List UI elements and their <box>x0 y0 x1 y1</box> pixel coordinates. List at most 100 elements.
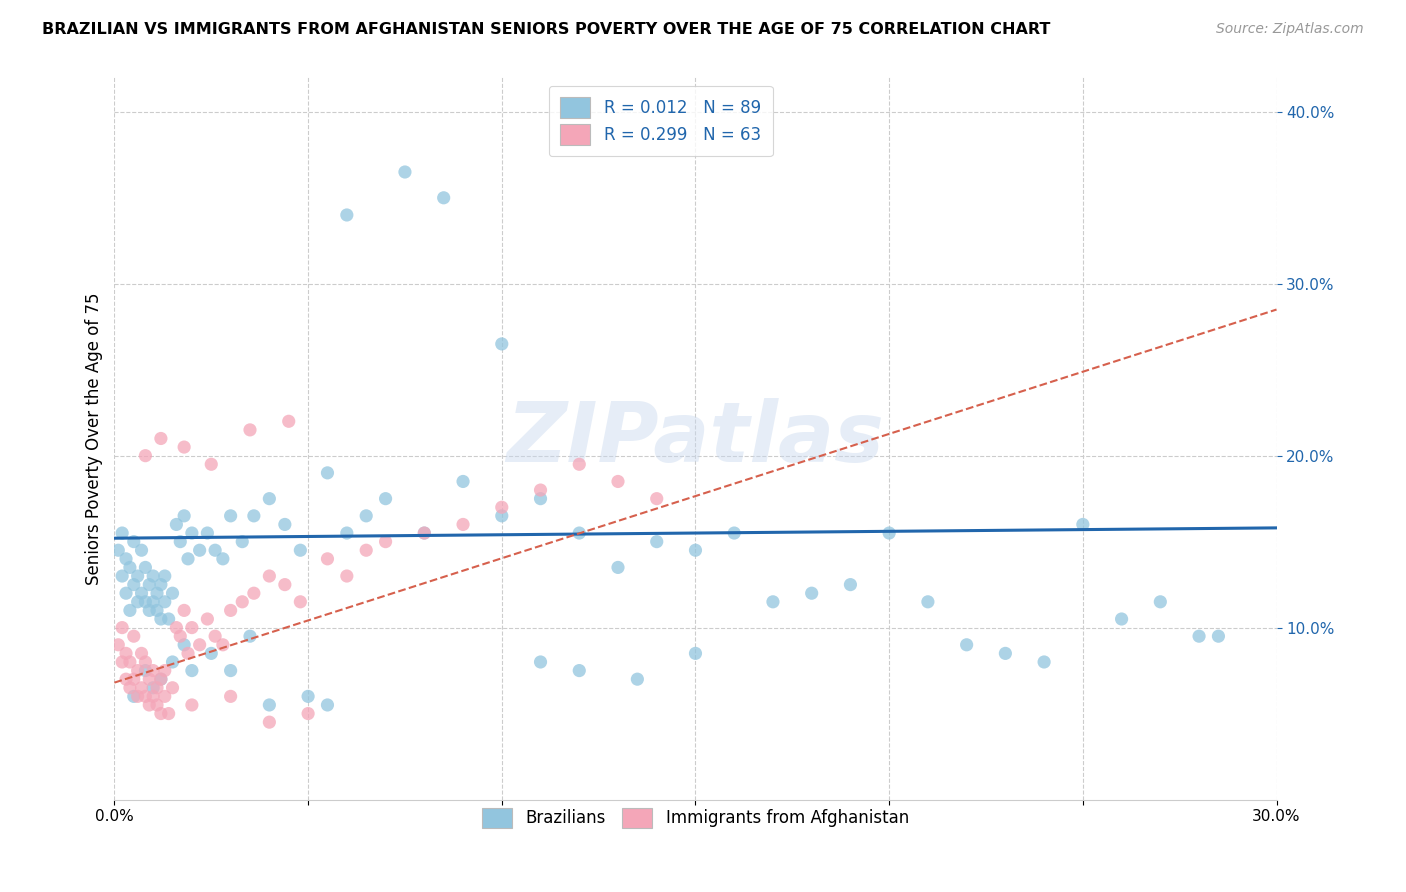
Point <box>297 690 319 704</box>
Point <box>568 664 591 678</box>
Point <box>131 681 153 695</box>
Point <box>131 586 153 600</box>
Point <box>394 165 416 179</box>
Point <box>491 500 513 515</box>
Point <box>290 543 312 558</box>
Point <box>111 569 134 583</box>
Point <box>127 664 149 678</box>
Point <box>491 508 513 523</box>
Point <box>316 466 339 480</box>
Legend: Brazilians, Immigrants from Afghanistan: Brazilians, Immigrants from Afghanistan <box>475 801 915 835</box>
Point <box>316 698 339 712</box>
Point <box>146 698 169 712</box>
Point <box>153 569 176 583</box>
Point <box>115 646 138 660</box>
Point <box>290 595 312 609</box>
Point <box>180 526 202 541</box>
Point <box>723 526 745 541</box>
Point <box>142 681 165 695</box>
Point <box>243 508 266 523</box>
Point <box>243 586 266 600</box>
Point <box>645 491 668 506</box>
Point <box>219 508 242 523</box>
Point <box>122 577 145 591</box>
Point <box>173 440 195 454</box>
Point <box>645 534 668 549</box>
Point <box>146 681 169 695</box>
Point <box>374 534 396 549</box>
Point <box>177 551 200 566</box>
Point <box>180 621 202 635</box>
Point <box>195 526 218 541</box>
Point <box>336 208 359 222</box>
Point <box>491 337 513 351</box>
Point <box>118 560 141 574</box>
Y-axis label: Seniors Poverty Over the Age of 75: Seniors Poverty Over the Age of 75 <box>86 293 103 585</box>
Point <box>134 690 156 704</box>
Point <box>165 517 187 532</box>
Point <box>127 595 149 609</box>
Point <box>451 475 474 489</box>
Point <box>204 629 226 643</box>
Point <box>839 577 862 591</box>
Point <box>149 672 172 686</box>
Point <box>274 517 297 532</box>
Point <box>607 560 630 574</box>
Point <box>259 491 281 506</box>
Point <box>259 715 281 730</box>
Point <box>138 577 160 591</box>
Point <box>157 612 180 626</box>
Point <box>169 629 191 643</box>
Point <box>212 638 235 652</box>
Point <box>354 543 377 558</box>
Point <box>239 423 262 437</box>
Point <box>115 586 138 600</box>
Point <box>118 655 141 669</box>
Point <box>212 551 235 566</box>
Point <box>131 646 153 660</box>
Point <box>433 191 456 205</box>
Point <box>115 551 138 566</box>
Point <box>956 638 979 652</box>
Point <box>162 586 184 600</box>
Point <box>153 595 176 609</box>
Point <box>413 526 436 541</box>
Point <box>994 646 1017 660</box>
Point <box>131 543 153 558</box>
Point <box>1149 595 1171 609</box>
Point <box>1188 629 1211 643</box>
Point <box>134 595 156 609</box>
Point <box>1071 517 1094 532</box>
Point <box>274 577 297 591</box>
Point <box>142 664 165 678</box>
Point <box>122 629 145 643</box>
Point <box>146 586 169 600</box>
Point <box>149 577 172 591</box>
Point <box>134 664 156 678</box>
Point <box>1033 655 1056 669</box>
Point <box>134 655 156 669</box>
Point <box>122 690 145 704</box>
Point <box>146 603 169 617</box>
Point <box>153 664 176 678</box>
Point <box>219 690 242 704</box>
Point <box>107 543 129 558</box>
Point <box>529 483 551 497</box>
Point <box>219 603 242 617</box>
Point <box>685 646 707 660</box>
Point <box>107 638 129 652</box>
Text: Source: ZipAtlas.com: Source: ZipAtlas.com <box>1216 22 1364 37</box>
Point <box>173 638 195 652</box>
Point <box>122 672 145 686</box>
Point <box>134 449 156 463</box>
Point <box>142 595 165 609</box>
Point <box>231 534 253 549</box>
Point <box>180 698 202 712</box>
Point <box>800 586 823 600</box>
Point <box>138 672 160 686</box>
Point <box>231 595 253 609</box>
Point <box>568 526 591 541</box>
Point <box>188 543 211 558</box>
Point <box>239 629 262 643</box>
Point <box>374 491 396 506</box>
